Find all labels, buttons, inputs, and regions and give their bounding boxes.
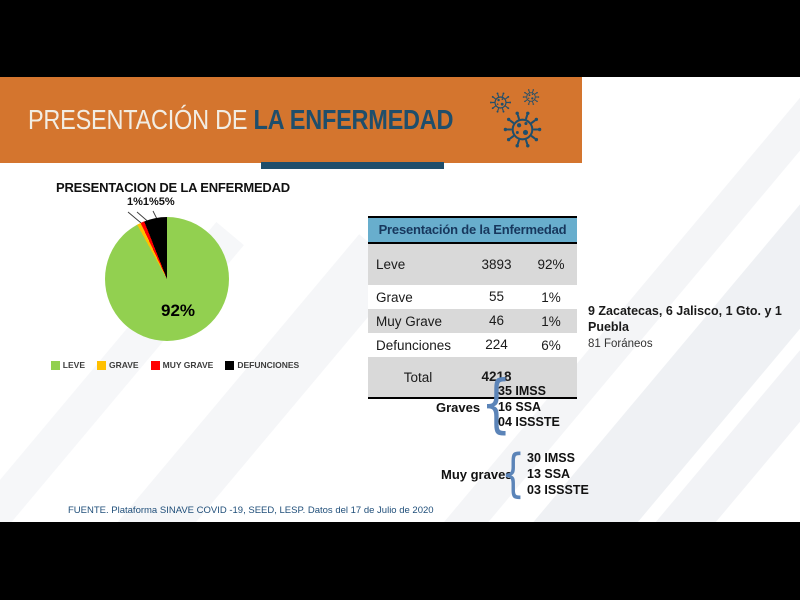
left-brace-icon: { [481,366,512,441]
graves-items: 35 IMSS 16 SSA 04 ISSSTE [498,384,560,431]
row-label: Muy Grave [376,313,443,329]
legend-swatch [225,360,235,370]
row-value: 55 [488,289,505,304]
legend-item: LEVE [50,360,85,370]
legend-item: MUY GRAVE [150,360,214,370]
row-percent: 6% [541,337,561,353]
total-label: Total [403,369,433,385]
legend-label: DEFUNCIONES [237,360,300,370]
bracket-item: 35 IMSS [498,384,546,398]
graves-label: Graves [436,400,481,415]
bracket-item: 30 IMSS [527,451,575,465]
table-row: Leve 3893 92% [368,244,577,285]
pie-legend: LEVE GRAVE MUY GRAVE DEFUNCIONES [40,360,310,370]
virus-icon [489,91,512,114]
legend-swatch [150,360,160,370]
muy-graves-label: Muy graves [441,467,513,482]
slide-title: PRESENTACIÓN DE LA ENFERMEDAD [28,104,454,136]
row-percent: 92% [537,257,565,272]
presentation-table: Presentación de la Enfermedad Leve 3893 92… [368,216,577,399]
header-band: PRESENTACIÓN DE LA ENFERMEDAD [0,77,582,163]
row-label: Grave [376,289,413,305]
foraneos-note: 81 Foráneos [588,338,653,350]
pie-primary-label: 92% [160,301,196,320]
bracket-item: 16 SSA [498,399,542,414]
legend-item: DEFUNCIONES [225,360,299,370]
row-percent: 1% [541,289,561,305]
pie-chart [105,217,229,341]
states-note-line2: Puebla [588,320,629,334]
bracket-item: 13 SSA [527,466,571,481]
letterbox-bottom-bar [0,522,800,600]
muy-graves-items: 30 IMSS 13 SSA 03 ISSSTE [527,451,589,498]
row-value: 224 [485,337,508,352]
table-row: Defunciones 224 6% [368,333,577,357]
bracket-item: 04 ISSSTE [498,415,560,429]
slide-title-regular: PRESENTACIÓN DE [28,104,254,135]
legend-swatch [50,360,60,370]
table-header: Presentación de la Enfermedad [368,218,577,244]
table-row: Muy Grave 46 1% [368,309,577,333]
legend-item: GRAVE [97,360,139,370]
legend-label: LEVE [62,360,85,370]
legend-swatch [97,360,106,370]
states-note: 9 Zacatecas, 6 Jalisco, 1 Gto. y 1 Puebl… [588,303,788,335]
total-value: 4218 [481,369,512,384]
table-total-row: Total 4218 [368,357,577,397]
letterbox-top-bar [0,0,800,77]
table-body: Leve 3893 92% Grave 55 1% Muy Grave 46 1% Defunci… [368,244,577,357]
row-percent: 1% [541,313,561,329]
row-label: Defunciones [376,337,452,353]
header-underline-bar [261,162,444,169]
row-label: Leve [376,257,406,272]
left-brace-icon: { [501,443,526,504]
row-value: 46 [488,313,505,328]
chart-title: PRESENTACION DE LA ENFERMEDAD [56,180,290,195]
source-footer: FUENTE. Plataforma SINAVE COVID -19, SEE… [68,505,434,516]
legend-label: MUY GRAVE [162,360,214,370]
slide-title-bold: LA ENFERMEDAD [253,104,454,135]
legend-label: GRAVE [109,360,139,370]
pie-small-slice-labels: 1%1%5% [127,196,175,208]
states-note-line1: 9 Zacatecas, 6 Jalisco, 1 Gto. y 1 [588,304,782,318]
table-row: Grave 55 1% [368,285,577,309]
row-value: 3893 [481,256,512,272]
virus-icon [522,88,540,106]
bracket-item: 03 ISSSTE [527,482,589,497]
virus-icon [502,110,543,149]
